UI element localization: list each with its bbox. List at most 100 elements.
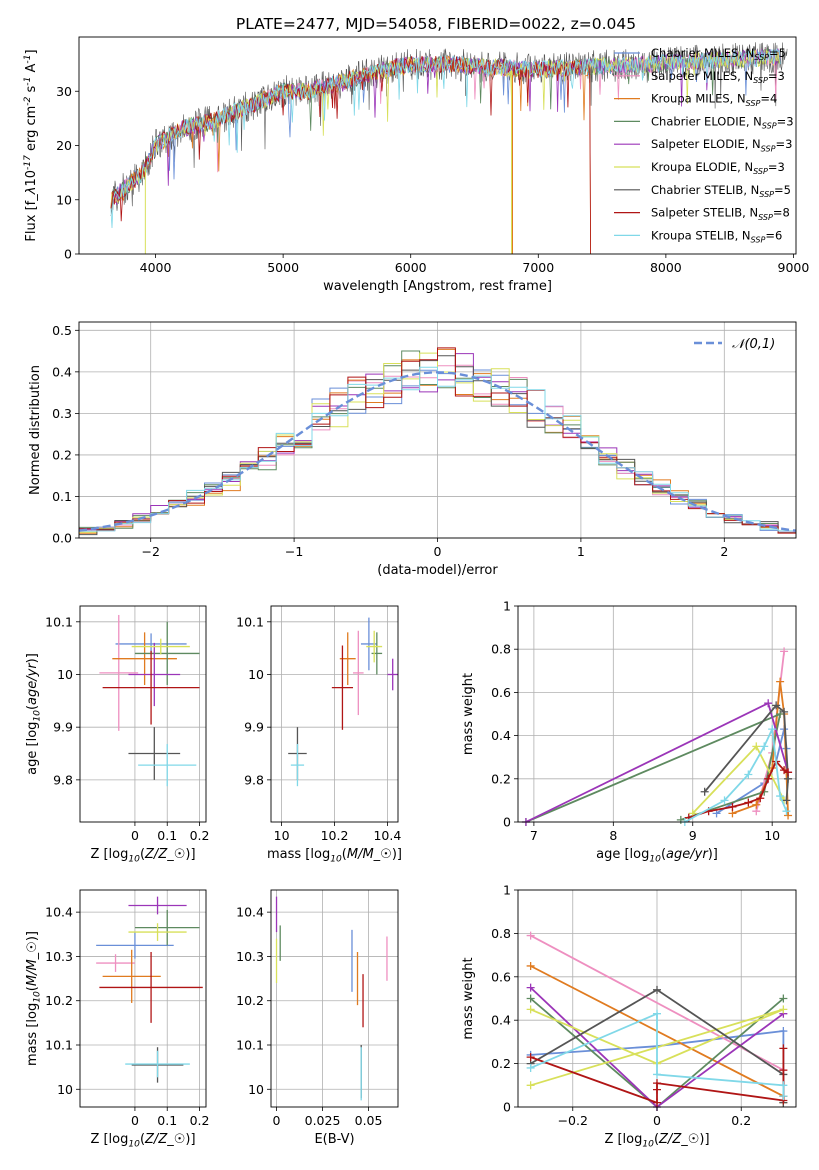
axes-frame: [517, 889, 797, 1108]
y-tick-label: 0: [64, 247, 72, 262]
weight-point: [780, 647, 789, 656]
y-tick-label: 10.1: [45, 1038, 73, 1053]
weight-point: [752, 800, 761, 809]
x-tick-label: 4000: [140, 260, 172, 275]
panel-massweight_vs_age: 7 8 9 10 0 0.2 0.4 0.6 0.8 1 age [log10​(age/yr)] m…: [461, 599, 797, 865]
plot-area: Chabrier MILES, NSSP​=5 Salpeter MILES, N…: [110, 42, 794, 255]
y-tick-label: 10.1: [236, 1038, 264, 1053]
weight-point: [776, 792, 785, 801]
weight-point: [772, 701, 781, 710]
y-tick-label: 0.3: [52, 406, 72, 421]
histogram-series-7: [79, 347, 796, 534]
y-tick-label: 0.4: [491, 728, 511, 743]
axes-frame: [79, 889, 207, 1108]
x-tick-label: 0.2: [190, 1113, 210, 1128]
legend-entry-7: Salpeter STELIB, NSSP​=8: [651, 206, 790, 222]
x-tick-label: −0.2: [558, 1113, 588, 1128]
x-tick-label: 0.05: [355, 1113, 383, 1128]
x-tick-label: 10: [274, 828, 290, 843]
y-tick-label: 10: [56, 192, 72, 207]
x-tick-label: 8: [609, 828, 617, 843]
x-tick-label: −2: [141, 544, 159, 559]
reference-gaussian: [78, 371, 797, 532]
legend-entry-6: Chabrier STELIB, NSSP​=5: [651, 183, 791, 199]
weight-point: [526, 961, 535, 970]
x-tick-label: 0.025: [305, 1113, 341, 1128]
y-tick-label: 10.1: [236, 614, 264, 629]
y-tick-label: 10: [248, 667, 264, 682]
x-axis-label: E(B-V): [314, 1132, 354, 1147]
x-tick-label: 9: [689, 828, 697, 843]
plot-area: [99, 614, 200, 787]
figure-title: PLATE=2477, MJD=54058, FIBERID=0022, z=0…: [236, 15, 636, 33]
weight-point: [780, 707, 789, 716]
legend-entry-reference: 𝒩(0,1): [732, 337, 775, 352]
weight-point: [779, 1027, 788, 1036]
y-tick-label: 10.3: [236, 949, 264, 964]
x-tick-label: 1: [577, 544, 585, 559]
y-tick-label: 0.5: [52, 323, 72, 338]
legend-entry-8: Kroupa STELIB, NSSP​=6: [651, 228, 782, 244]
weight-point: [744, 798, 753, 807]
y-tick-label: 1: [503, 599, 511, 614]
legend-entry-2: Kroupa MILES, NSSP​=4: [651, 92, 777, 108]
y-tick-label: 9.9: [244, 720, 264, 735]
weight-point: [653, 1009, 661, 1018]
x-tick-label: 0: [131, 828, 139, 843]
y-tick-label: 10: [57, 667, 73, 682]
x-tick-label: 7000: [522, 260, 554, 275]
y-tick-label: 9.8: [53, 772, 73, 787]
x-tick-label: 0.2: [731, 1113, 751, 1128]
x-tick-label: 10.2: [321, 828, 349, 843]
y-tick-label: 10.1: [45, 614, 73, 629]
weight-point: [526, 994, 535, 1003]
weight-point: [776, 677, 785, 686]
y-tick-label: 0.2: [491, 771, 511, 786]
axes-frame: [78, 321, 797, 539]
y-tick-label: 1: [503, 883, 511, 898]
panel-massweight_vs_Z: −0.2 0 0.2 0 0.2 0.4 0.6 0.8 1 Z [log10​(Z/Z_☉)] m…: [461, 883, 797, 1150]
weight-point: [779, 1005, 788, 1014]
weight-point: [526, 983, 535, 992]
weight-point: [779, 1092, 788, 1101]
weight-point: [700, 787, 709, 796]
y-tick-label: 9.8: [244, 772, 264, 787]
axes-frame: [517, 605, 797, 823]
y-axis-label: mass weight: [461, 673, 476, 755]
x-tick-label: 0.1: [157, 828, 177, 843]
y-tick-label: 10: [57, 1082, 73, 1097]
weight-series-3: [525, 712, 782, 823]
plot-area: [275, 896, 388, 1101]
spectrum-series-8: [110, 48, 781, 229]
weight-point: [779, 994, 788, 1003]
y-axis-label: Flux [f_λ10-17​ erg cm-2​ s-1​ A-1​]: [23, 49, 39, 241]
weight-point: [779, 1066, 788, 1075]
y-tick-label: 0.8: [491, 642, 511, 657]
plot-area: [521, 647, 793, 826]
y-tick-label: 10.2: [45, 993, 73, 1008]
x-tick-label: 0: [131, 1113, 139, 1128]
y-tick-label: 0.6: [491, 685, 511, 700]
weight-point: [526, 1081, 535, 1090]
weight-point: [653, 1098, 661, 1107]
weight-point: [784, 768, 793, 777]
x-tick-label: 0: [434, 544, 442, 559]
weight-point: [712, 809, 721, 818]
x-tick-label: 0.2: [190, 828, 210, 843]
panel-age_vs_mass: 10 10.2 10.4 9.8 9.9 10 10.1 mass [log10​(M/M_☉…: [236, 605, 402, 865]
weight-point: [764, 699, 773, 708]
x-axis-label: Z [log10​(Z/Z_☉)]: [604, 1132, 709, 1150]
x-tick-label: 0.1: [157, 1113, 177, 1128]
weight-point: [779, 1044, 788, 1053]
axes-frame: [78, 36, 797, 255]
x-tick-label: 8000: [650, 260, 682, 275]
y-tick-label: 0: [503, 815, 511, 830]
y-tick-label: 0.2: [491, 1056, 511, 1071]
weight-point: [526, 1063, 535, 1072]
weight-point: [760, 742, 769, 751]
legend-entry-3: Chabrier ELODIE, NSSP​=3: [651, 114, 794, 130]
x-axis-label: Z [log10​(Z/Z_☉)]: [90, 1132, 195, 1150]
weight-point: [784, 811, 793, 820]
x-tick-label: 5000: [267, 260, 299, 275]
